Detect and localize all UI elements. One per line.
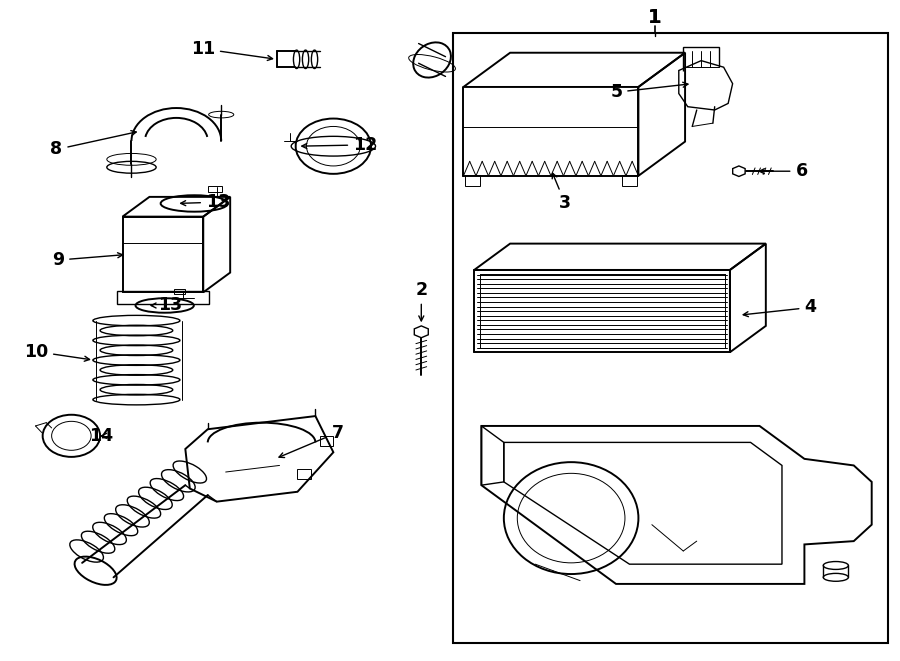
Bar	[174, 289, 185, 293]
Text: 3: 3	[553, 173, 572, 212]
Bar	[453, 33, 887, 643]
Text: 2: 2	[415, 281, 428, 321]
Text: 14: 14	[89, 427, 113, 445]
Text: 7: 7	[279, 424, 344, 457]
Text: 11: 11	[191, 40, 273, 60]
Text: 8: 8	[50, 131, 136, 159]
Text: 1: 1	[648, 9, 662, 27]
Text: 9: 9	[52, 251, 122, 269]
Text: 13: 13	[151, 297, 183, 315]
Bar	[122, 217, 203, 292]
Text: 13: 13	[181, 193, 230, 211]
Bar	[117, 291, 209, 304]
Bar	[465, 175, 480, 186]
Bar	[298, 469, 310, 479]
Text: 12: 12	[302, 136, 377, 154]
Text: 6: 6	[760, 162, 807, 180]
Bar	[622, 175, 636, 186]
Text: 1: 1	[648, 9, 662, 27]
Bar	[208, 186, 222, 192]
Bar	[320, 436, 333, 446]
Text: 10: 10	[23, 342, 89, 361]
Text: 5: 5	[610, 82, 688, 101]
Text: 4: 4	[743, 299, 816, 317]
